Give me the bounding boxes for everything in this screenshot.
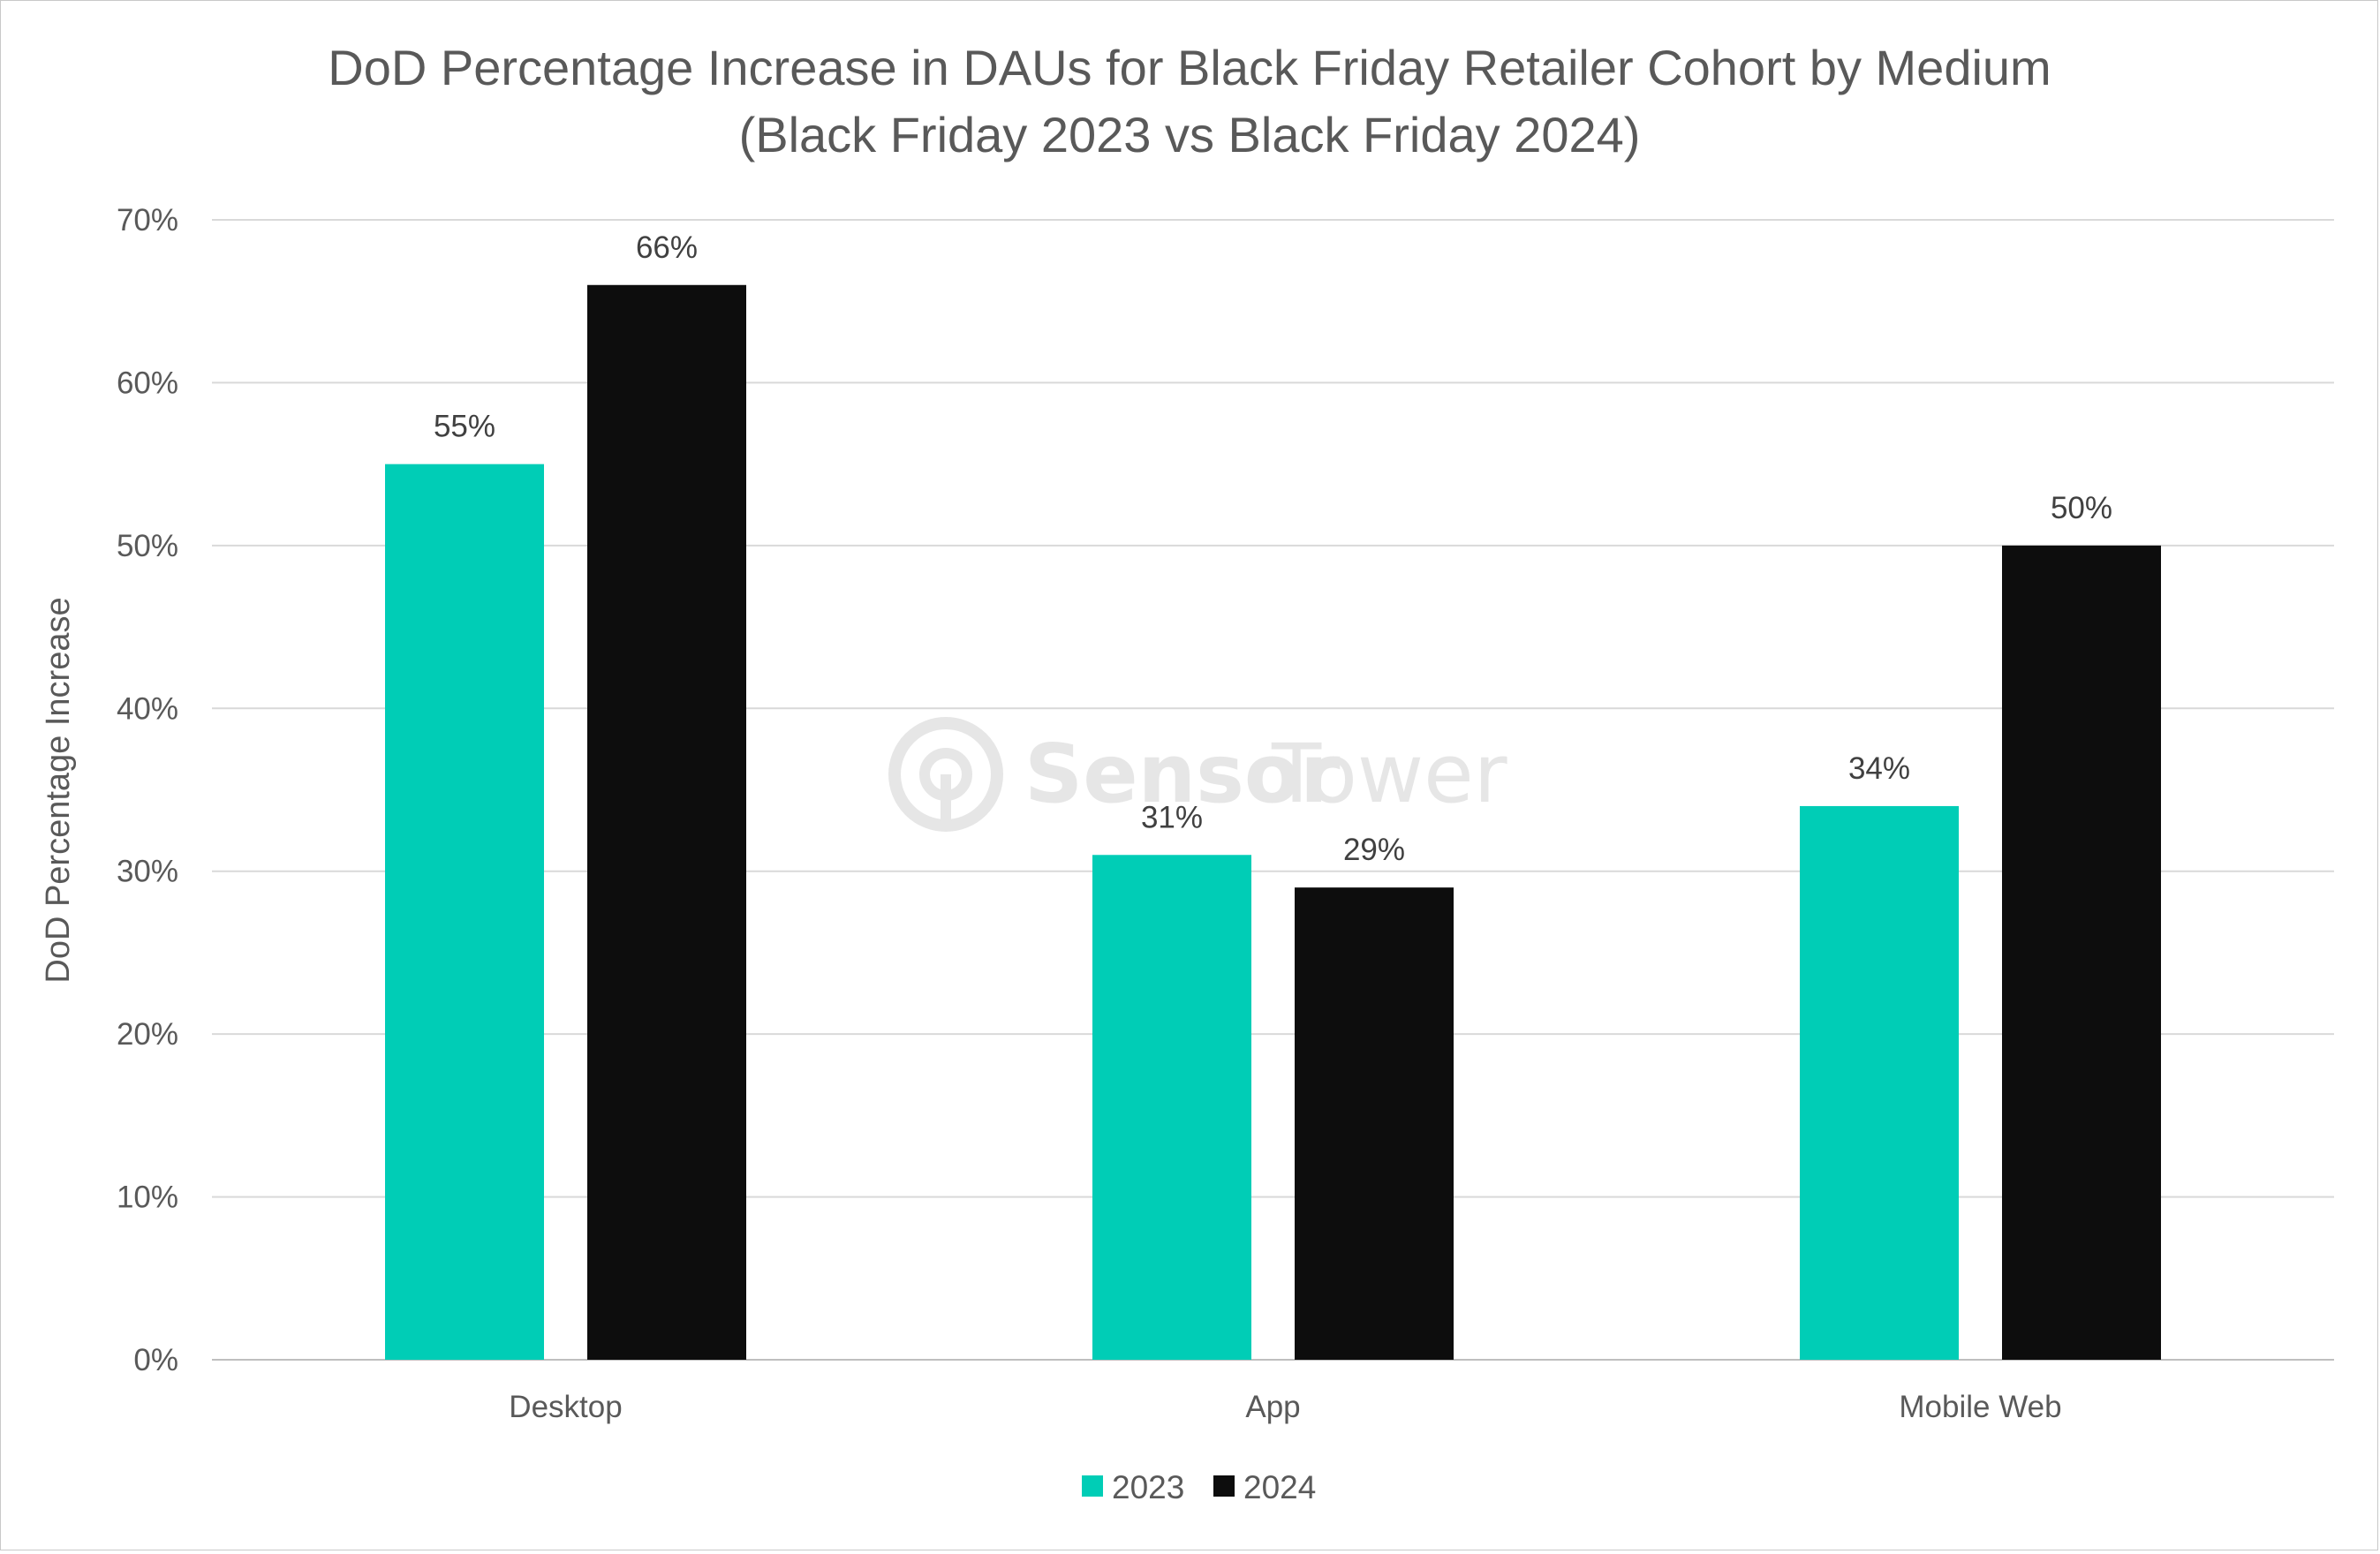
- legend-label-2023: 2023: [1112, 1469, 1184, 1505]
- bar-2024-mobile-web: [2002, 545, 2161, 1360]
- y-tick-label: 50%: [117, 529, 178, 563]
- bar-2024-app: [1295, 887, 1454, 1360]
- data-labels: 55% 66% 31% 29% 34% 50%: [434, 230, 2112, 867]
- y-tick-label: 60%: [117, 366, 178, 400]
- y-tick-label: 40%: [117, 691, 178, 726]
- data-label: 50%: [2051, 491, 2112, 525]
- y-axis-ticks: 0% 10% 20% 30% 40% 50% 60% 70%: [117, 203, 178, 1377]
- data-label: 66%: [636, 230, 698, 265]
- gridlines: [212, 219, 2334, 1361]
- chart-title-line1: DoD Percentage Increase in DAUs for Blac…: [328, 40, 2051, 95]
- sensor-tower-logo-icon: [888, 717, 1003, 832]
- legend: 2023 2024: [1082, 1469, 1316, 1505]
- bar-2023-mobile-web: [1800, 805, 1959, 1360]
- data-label: 31%: [1141, 800, 1203, 834]
- x-category-label: Desktop: [509, 1390, 622, 1424]
- data-label: 55%: [434, 410, 495, 444]
- watermark-brand-light: Tower: [1271, 727, 1507, 821]
- x-axis-categories: Desktop App Mobile Web: [509, 1390, 2061, 1424]
- legend-swatch-2024: [1213, 1475, 1235, 1497]
- y-axis-title: DoD Percentage Increase: [40, 597, 77, 983]
- bar-2023-desktop: [385, 464, 544, 1360]
- bar-2024-desktop: [587, 284, 746, 1360]
- x-category-label: App: [1245, 1390, 1300, 1424]
- legend-label-2024: 2024: [1243, 1469, 1316, 1505]
- y-tick-label: 70%: [117, 203, 178, 238]
- watermark-brand-bold: Sensor: [1024, 727, 1341, 821]
- data-label: 29%: [1343, 833, 1405, 867]
- y-tick-label: 20%: [117, 1017, 178, 1052]
- data-label: 34%: [1848, 751, 1910, 786]
- watermark: Sensor Tower: [888, 717, 1507, 832]
- chart-title-line2: (Black Friday 2023 vs Black Friday 2024): [739, 107, 1641, 162]
- bar-2023-app: [1092, 855, 1251, 1360]
- legend-swatch-2023: [1082, 1475, 1103, 1497]
- y-tick-label: 0%: [133, 1343, 178, 1377]
- bars: [385, 284, 2161, 1360]
- x-category-label: Mobile Web: [1899, 1390, 2061, 1424]
- y-tick-label: 30%: [117, 855, 178, 889]
- y-tick-label: 10%: [117, 1181, 178, 1215]
